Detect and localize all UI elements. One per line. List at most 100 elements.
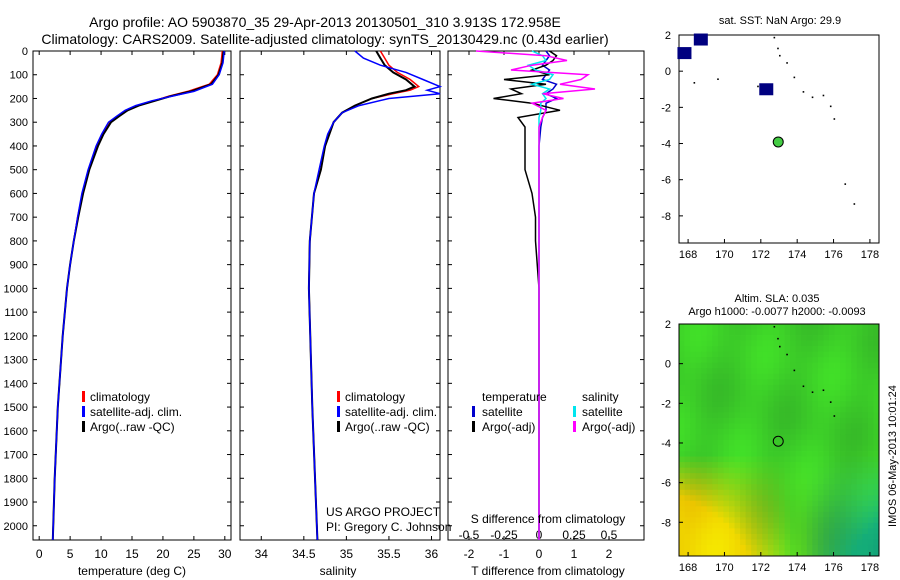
sla-cell bbox=[717, 379, 724, 386]
sla-cell bbox=[873, 539, 880, 546]
sla-cell bbox=[762, 462, 769, 469]
sla-cell bbox=[862, 340, 869, 347]
sla-cell bbox=[834, 506, 841, 513]
sla-cell bbox=[756, 406, 763, 413]
sla-cell bbox=[779, 346, 785, 353]
sla-cell bbox=[701, 384, 708, 391]
sla-cell bbox=[712, 362, 719, 369]
sla-cell bbox=[867, 428, 874, 435]
sla-cell bbox=[845, 478, 852, 485]
sla-cell bbox=[717, 401, 724, 408]
sla-cell bbox=[795, 467, 802, 474]
sla-cell bbox=[751, 445, 758, 452]
sla-cell bbox=[779, 379, 785, 386]
sla-cell bbox=[795, 351, 802, 358]
sla-cell bbox=[706, 395, 713, 402]
sla-cell bbox=[729, 478, 735, 485]
sla-cell bbox=[840, 362, 847, 369]
sla-cell bbox=[862, 478, 869, 485]
sla-cell bbox=[701, 412, 708, 419]
sla-cell bbox=[795, 484, 802, 491]
sla-cell bbox=[740, 390, 747, 397]
sla-cell bbox=[762, 550, 769, 557]
sla-cell bbox=[856, 456, 863, 463]
sla-cell bbox=[740, 467, 747, 474]
sla-cell bbox=[784, 473, 791, 480]
sla-cell bbox=[767, 517, 774, 524]
sla-cell bbox=[779, 335, 785, 341]
sla-cell bbox=[684, 506, 691, 513]
sla-cell bbox=[795, 428, 802, 435]
island-speck bbox=[717, 78, 719, 81]
sla-cell bbox=[812, 522, 819, 529]
sla-cell bbox=[723, 434, 730, 441]
sla-cell bbox=[840, 467, 847, 474]
sla-cell bbox=[845, 340, 852, 347]
map-y-tick-label: 2 bbox=[665, 30, 671, 42]
depth-tick-label: 700 bbox=[10, 212, 28, 224]
sla-cell bbox=[773, 346, 780, 353]
sla-cell bbox=[834, 550, 841, 557]
sla-cell bbox=[873, 440, 880, 446]
x-tick-label-top: 0.25 bbox=[562, 528, 586, 542]
sla-cell bbox=[690, 357, 697, 364]
sla-cell bbox=[695, 362, 702, 369]
sla-cell bbox=[779, 456, 785, 463]
sla-cell bbox=[756, 340, 763, 347]
sla-cell bbox=[684, 495, 691, 502]
sla-cell bbox=[729, 550, 735, 557]
sla-cell bbox=[773, 384, 780, 391]
sla-cell bbox=[706, 533, 713, 540]
temperature-panel-frame bbox=[32, 50, 232, 541]
sla-cell bbox=[817, 473, 824, 480]
sla-cell bbox=[679, 484, 685, 491]
sla-cell bbox=[862, 495, 869, 502]
sla-cell bbox=[812, 335, 819, 341]
sla-cell bbox=[834, 445, 841, 452]
sla-cell bbox=[712, 368, 719, 375]
sla-cell bbox=[695, 473, 702, 480]
sla-cell bbox=[706, 428, 713, 435]
sla-cell bbox=[773, 489, 780, 496]
sla-cell bbox=[856, 440, 863, 446]
sla-cell bbox=[840, 539, 847, 546]
sla-cell bbox=[684, 390, 691, 397]
sla-cell bbox=[812, 417, 819, 424]
sla-cell bbox=[767, 395, 774, 402]
x-tick-label-top: -0.5 bbox=[459, 528, 480, 542]
sla-cell bbox=[767, 528, 774, 535]
sla-cell bbox=[762, 368, 769, 375]
island-speck bbox=[829, 105, 832, 108]
sla-cell bbox=[734, 428, 741, 435]
legend-swatch-argo bbox=[337, 421, 340, 432]
sla-cell bbox=[817, 539, 824, 546]
sla-cell bbox=[812, 324, 819, 330]
sla-cell bbox=[806, 417, 813, 424]
sla-cell bbox=[834, 395, 841, 402]
sla-cell bbox=[773, 412, 780, 419]
sla-cell bbox=[740, 489, 747, 496]
sla-cell bbox=[712, 440, 719, 446]
sla-cell bbox=[745, 346, 752, 353]
sla-cell bbox=[740, 379, 747, 386]
sla-cell bbox=[817, 373, 824, 380]
sla-cell bbox=[690, 533, 697, 540]
sla-cell bbox=[695, 351, 702, 358]
sla-cell bbox=[684, 522, 691, 529]
sla-cell bbox=[767, 329, 774, 336]
sla-cell bbox=[745, 362, 752, 369]
sla-cell bbox=[756, 550, 763, 557]
sla-cell bbox=[862, 440, 869, 446]
sla-cell bbox=[740, 517, 747, 524]
sla-cell bbox=[679, 368, 685, 375]
sla-cell bbox=[812, 451, 819, 457]
sla-cell bbox=[856, 428, 863, 435]
sla-cell bbox=[856, 340, 863, 347]
sla-cell bbox=[701, 506, 708, 513]
sla-cell bbox=[806, 522, 813, 529]
sla-cell bbox=[745, 401, 752, 408]
sla-cell bbox=[734, 473, 741, 480]
sla-cell bbox=[756, 390, 763, 397]
sla-cell bbox=[873, 417, 880, 424]
sla-cell bbox=[712, 324, 719, 330]
